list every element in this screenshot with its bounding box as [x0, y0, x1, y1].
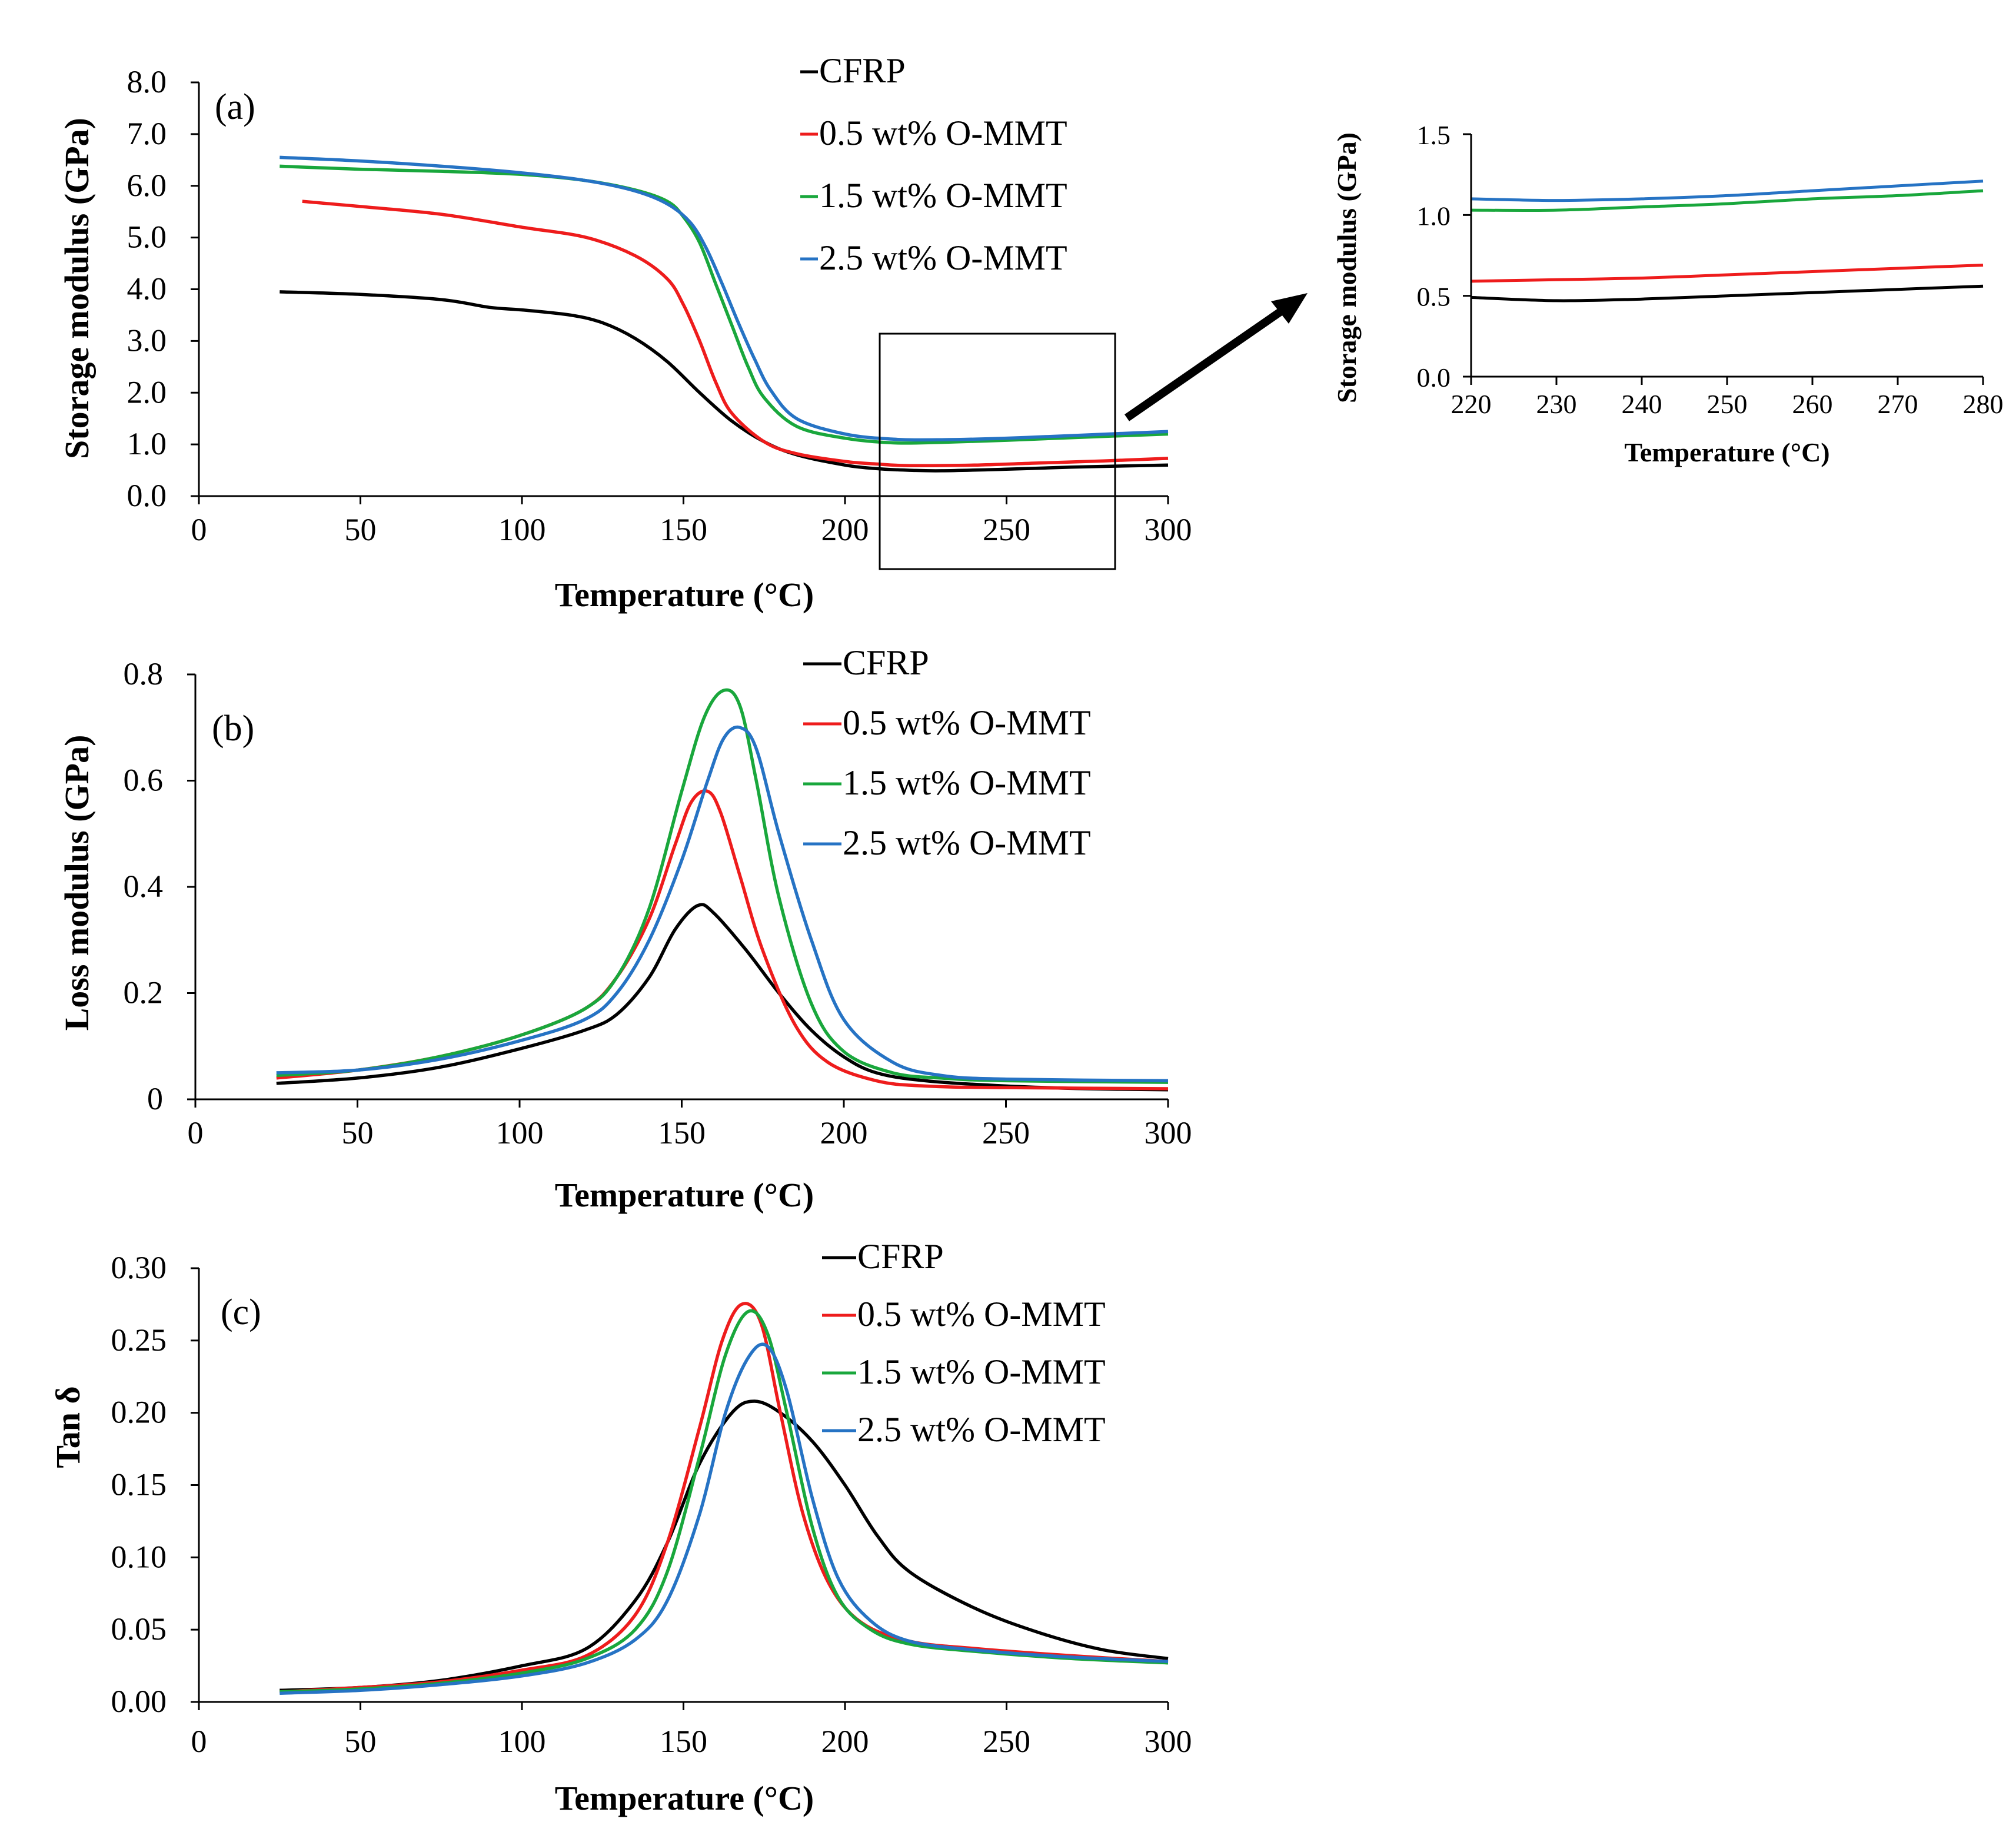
c-x-tick-label: 200 — [821, 1724, 869, 1759]
panel-b-ylabel: Loss modulus (GPa) — [58, 735, 96, 1031]
a-zoom-series-1-5-wt-o-mmt — [1471, 189, 1984, 212]
a-zoom-x-tick-label: 240 — [1622, 389, 1662, 419]
c-y-tick-label: 0.15 — [111, 1467, 167, 1502]
a-legend-label-2-5-wt-o-mmt: 2.5 wt% O-MMT — [819, 238, 1067, 277]
panel-a-label: (a) — [215, 87, 255, 127]
c-y-tick-label: 0.20 — [111, 1395, 167, 1430]
b-y-tick-label: 0.4 — [124, 869, 164, 904]
b-x-tick-label: 50 — [342, 1115, 374, 1151]
c-y-tick-label: 0.00 — [111, 1684, 167, 1719]
b-x-tick-label: 100 — [496, 1115, 544, 1151]
b-series-cfrp — [276, 903, 1169, 1092]
a-legend-label-1-5-wt-o-mmt: 1.5 wt% O-MMT — [819, 176, 1067, 215]
panel-c-xlabel: Temperature (°C) — [555, 1779, 814, 1817]
c-x-tick-label: 0 — [191, 1724, 207, 1759]
b-y-tick-label: 0.8 — [124, 656, 164, 691]
c-legend-label-2-5-wt-o-mmt: 2.5 wt% O-MMT — [857, 1410, 1106, 1449]
a-zoom-x-tick-label: 220 — [1451, 389, 1492, 419]
zoom-region-box — [879, 333, 1116, 570]
a-x-tick-label: 0 — [191, 512, 207, 547]
c-x-tick-label: 100 — [498, 1724, 546, 1759]
b-y-tick-label: 0 — [147, 1081, 163, 1116]
b-x-tick-label: 250 — [982, 1115, 1030, 1151]
b-legend-label-cfrp: CFRP — [843, 643, 929, 682]
a-zoom-y-tick-label: 1.0 — [1417, 201, 1451, 231]
b-series-2-5-wt-o-mmt — [276, 725, 1169, 1083]
panel-c-ylabel: Tan δ — [49, 1386, 87, 1468]
a-zoom-x-tick-label: 250 — [1707, 389, 1748, 419]
zoom-arrow-line — [1125, 302, 1291, 421]
panel-b-xlabel: Temperature (°C) — [555, 1176, 814, 1214]
c-x-tick-label: 250 — [983, 1724, 1030, 1759]
b-legend-label-2-5-wt-o-mmt: 2.5 wt% O-MMT — [843, 823, 1091, 862]
c-x-tick-label: 300 — [1145, 1724, 1192, 1759]
a-x-tick-label: 50 — [345, 512, 377, 547]
c-series-2-5-wt-o-mmt — [280, 1342, 1169, 1695]
b-y-tick-label: 0.2 — [124, 975, 164, 1010]
a-zoom-x-tick-label: 270 — [1878, 389, 1918, 419]
a-series-1-5-wt-o-mmt — [280, 164, 1169, 445]
c-series-cfrp — [280, 1399, 1169, 1693]
a-y-tick-label: 8.0 — [127, 64, 167, 99]
c-series-1-5-wt-o-mmt — [280, 1309, 1169, 1694]
c-y-tick-label: 0.05 — [111, 1611, 167, 1647]
a-y-tick-label: 4.0 — [127, 271, 167, 307]
a-zoom-x-tick-label: 230 — [1536, 389, 1577, 419]
a-series-0-5-wt-o-mmt — [302, 200, 1169, 468]
a-zoom-series-0-5-wt-o-mmt — [1471, 264, 1984, 283]
panel-b-chart: 0 0.2 0.4 0.6 0.8 0 50 100 150 200 250 300 (b) Temp… — [58, 643, 1192, 1214]
a-zoom-series-cfrp — [1471, 284, 1984, 302]
a-y-tick-label: 3.0 — [127, 322, 167, 358]
a-y-tick-label: 0.0 — [127, 478, 167, 513]
c-y-tick-label: 0.10 — [111, 1539, 167, 1574]
panel-a-zoom-chart: 0.0 0.5 1.0 1.5 220 230 240 250 260 270 280 Temper… — [1332, 120, 2004, 467]
c-y-tick-label: 0.30 — [111, 1250, 167, 1285]
b-series-1-5-wt-o-mmt — [276, 688, 1169, 1084]
c-y-tick-label: 0.25 — [111, 1322, 167, 1358]
c-legend-label-0-5-wt-o-mmt: 0.5 wt% O-MMT — [857, 1295, 1106, 1334]
panel-b-label: (b) — [212, 709, 254, 749]
a-x-tick-label: 100 — [498, 512, 546, 547]
a-zoom-x-tick-label: 260 — [1792, 389, 1833, 419]
b-x-tick-label: 200 — [820, 1115, 868, 1151]
a-y-tick-label: 1.0 — [127, 426, 167, 461]
panel-c-chart: 0.00 0.05 0.10 0.15 0.20 0.25 0.30 0 50 100 150 200… — [49, 1237, 1192, 1817]
a-y-tick-label: 6.0 — [127, 168, 167, 203]
a-x-tick-label: 150 — [660, 512, 707, 547]
a-legend-label-0-5-wt-o-mmt: 0.5 wt% O-MMT — [819, 114, 1067, 152]
a-x-tick-label: 250 — [983, 512, 1030, 547]
panel-a-chart: 0.0 1.0 2.0 3.0 4.0 5.0 6.0 7.0 8.0 0 50 100 150 200 2… — [58, 51, 1308, 614]
a-x-tick-label: 300 — [1145, 512, 1192, 547]
panel-c-label: (c) — [221, 1292, 261, 1332]
a-zoom-y-tick-label: 1.5 — [1417, 120, 1451, 150]
a-x-tick-label: 200 — [821, 512, 869, 547]
zoom-arrow-head — [1271, 293, 1308, 324]
a-series-cfrp — [280, 290, 1169, 473]
zoom-xlabel: Temperature (°C) — [1624, 437, 1829, 467]
panel-a-ylabel: Storage modulus (GPa) — [58, 118, 96, 459]
b-legend-label-1-5-wt-o-mmt: 1.5 wt% O-MMT — [843, 763, 1091, 802]
a-zoom-x-tick-label: 280 — [1963, 389, 2004, 419]
b-x-tick-label: 150 — [658, 1115, 706, 1151]
panel-a-xlabel: Temperature (°C) — [555, 576, 814, 614]
a-y-tick-label: 7.0 — [127, 116, 167, 151]
c-x-tick-label: 150 — [660, 1724, 707, 1759]
a-zoom-series-2-5-wt-o-mmt — [1471, 179, 1984, 202]
c-legend-label-1-5-wt-o-mmt: 1.5 wt% O-MMT — [857, 1352, 1106, 1391]
a-y-tick-label: 2.0 — [127, 374, 167, 410]
b-legend-label-0-5-wt-o-mmt: 0.5 wt% O-MMT — [843, 703, 1091, 742]
b-x-tick-label: 300 — [1145, 1115, 1192, 1151]
a-zoom-y-tick-label: 0.0 — [1417, 363, 1451, 393]
a-series-2-5-wt-o-mmt — [280, 155, 1169, 442]
c-legend-label-cfrp: CFRP — [857, 1237, 944, 1276]
b-x-tick-label: 0 — [188, 1115, 204, 1151]
zoom-ylabel: Storage modulus (GPa) — [1332, 132, 1362, 403]
a-zoom-y-tick-label: 0.5 — [1417, 282, 1451, 312]
b-y-tick-label: 0.6 — [124, 763, 164, 798]
c-x-tick-label: 50 — [345, 1724, 377, 1759]
a-legend-label-cfrp: CFRP — [819, 51, 906, 90]
a-y-tick-label: 5.0 — [127, 220, 167, 255]
